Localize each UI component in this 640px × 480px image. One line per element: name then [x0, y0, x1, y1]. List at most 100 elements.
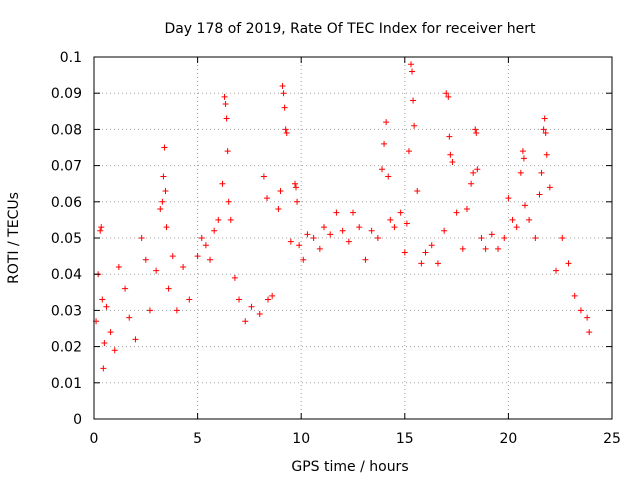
data-point [536, 191, 543, 198]
data-point [296, 242, 303, 249]
y-tick-label: 0.04 [51, 267, 82, 283]
data-point [401, 249, 408, 256]
data-point [265, 296, 272, 303]
data-point [397, 209, 404, 216]
data-point [223, 115, 230, 122]
data-point [521, 202, 528, 209]
data-point [409, 68, 416, 75]
data-point [559, 235, 566, 241]
data-point [542, 130, 549, 137]
data-point [281, 104, 288, 111]
y-tick-label: 0.09 [51, 86, 82, 102]
data-point [447, 151, 454, 158]
data-point [428, 242, 435, 249]
y-tick-label: 0.08 [51, 122, 82, 138]
data-point [115, 263, 122, 270]
data-point [345, 238, 352, 245]
x-axis-label: GPS time / hours [291, 459, 408, 475]
data-point [316, 245, 323, 252]
data-point [379, 166, 386, 173]
data-point [153, 267, 160, 274]
data-point [111, 347, 118, 354]
data-point [468, 180, 475, 187]
data-point [422, 249, 429, 256]
data-point [443, 90, 450, 97]
data-point [227, 216, 234, 223]
data-point [224, 148, 231, 155]
data-point [180, 263, 187, 270]
data-point [411, 122, 418, 129]
y-tick-label: 0 [73, 412, 82, 428]
data-point [97, 227, 104, 234]
data-point [470, 169, 477, 176]
data-point [198, 235, 205, 241]
data-point [100, 365, 107, 372]
data-point [146, 307, 153, 314]
data-point [387, 216, 394, 223]
data-point [264, 195, 271, 202]
x-tick-label: 10 [292, 431, 310, 447]
data-point [513, 224, 520, 231]
data-point [538, 169, 545, 176]
data-point [304, 231, 311, 238]
y-tick-label: 0.01 [51, 376, 82, 392]
data-point [509, 216, 516, 223]
data-point [126, 314, 133, 321]
data-point [446, 133, 453, 140]
data-point [248, 303, 255, 310]
data-point [98, 224, 105, 231]
data-point [586, 329, 593, 336]
data-point [327, 231, 334, 238]
data-points [93, 61, 593, 372]
data-point [225, 198, 232, 205]
data-point [107, 329, 114, 336]
data-point [256, 311, 263, 318]
data-point [339, 227, 346, 234]
data-point [310, 235, 317, 241]
data-point [163, 224, 170, 231]
data-point [408, 61, 415, 68]
data-point [526, 216, 533, 223]
x-tick-label: 25 [603, 431, 621, 447]
x-tick-label: 5 [193, 431, 202, 447]
data-point [356, 224, 363, 231]
data-point [165, 285, 172, 292]
data-point [142, 256, 149, 263]
data-point [260, 173, 267, 180]
data-point [385, 173, 392, 180]
data-point [362, 256, 369, 263]
data-point [161, 144, 168, 151]
data-point [221, 93, 228, 100]
x-tick-label: 15 [396, 431, 414, 447]
data-point [474, 166, 481, 173]
data-point [473, 130, 480, 137]
data-point [103, 303, 110, 310]
data-point [383, 119, 390, 126]
data-point [186, 296, 193, 303]
data-point [405, 148, 412, 155]
data-point [269, 292, 276, 299]
data-point [122, 285, 129, 292]
data-point [501, 235, 508, 241]
data-point [459, 245, 466, 252]
data-point [520, 155, 527, 162]
y-tick-label: 0.02 [51, 340, 82, 356]
grid [94, 57, 612, 419]
data-point [283, 130, 290, 137]
x-tick-label: 20 [499, 431, 517, 447]
data-point [132, 336, 139, 343]
data-point [169, 253, 176, 260]
data-point [478, 235, 485, 241]
data-point [553, 267, 560, 274]
data-point [472, 126, 479, 133]
data-point [236, 296, 243, 303]
data-point [403, 220, 410, 227]
data-point [215, 216, 222, 223]
data-point [571, 292, 578, 299]
data-point [194, 253, 201, 260]
data-point [294, 198, 301, 205]
x-tick-labels: 0 5 10 15 20 25 [90, 431, 621, 447]
data-point [546, 184, 553, 191]
